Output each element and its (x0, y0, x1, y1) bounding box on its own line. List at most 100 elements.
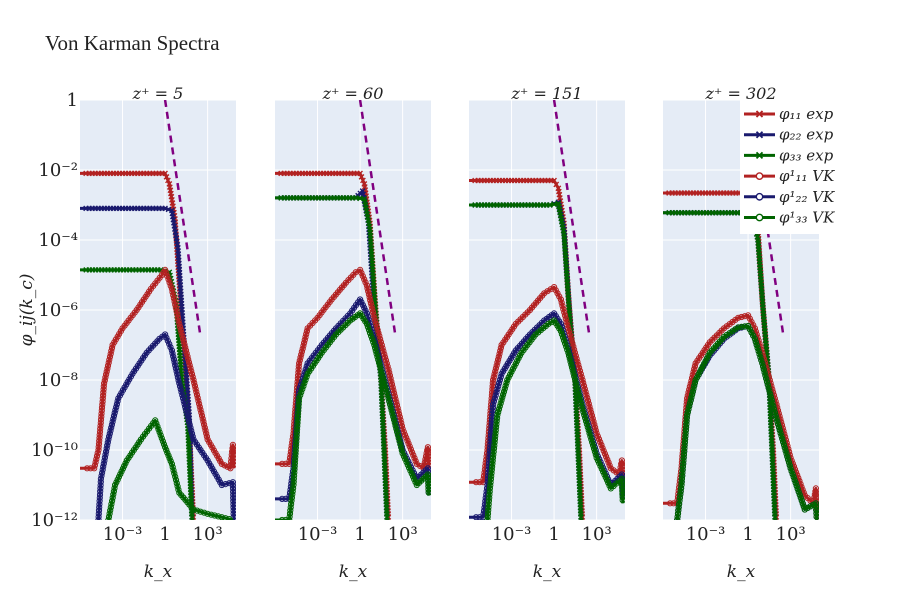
data-point (690, 385, 697, 392)
series-markers (84, 266, 236, 472)
data-point (679, 463, 687, 470)
data-point (376, 332, 383, 340)
data-point (191, 379, 198, 387)
data-point (763, 375, 770, 382)
legend-item[interactable]: φ¹₁₁ VK (744, 167, 835, 185)
data-point (485, 507, 492, 514)
data-point (230, 510, 236, 517)
data-point (174, 374, 181, 381)
data-point (97, 488, 104, 495)
data-point (160, 441, 168, 448)
data-point (222, 515, 229, 520)
data-point (96, 491, 104, 498)
x-tick-label: 10³ (776, 524, 806, 545)
data-point (391, 419, 398, 426)
data-point (171, 359, 178, 366)
data-point (181, 400, 188, 408)
data-point (201, 509, 208, 516)
data-point (493, 418, 500, 425)
data-point (294, 426, 301, 433)
data-point (103, 445, 110, 452)
data-point (492, 427, 499, 434)
legend-item[interactable]: φ₁₁ exp (744, 105, 834, 123)
data-point (476, 479, 483, 486)
data-point (488, 466, 495, 474)
data-point (110, 412, 118, 419)
data-point (408, 470, 415, 477)
x-tick-label: 1 (742, 524, 753, 545)
data-point (404, 437, 411, 444)
data-point (162, 444, 169, 451)
data-point (496, 379, 503, 387)
legend: φ₁₁ exp φ₂₂ exp φ₃₃ exp φ¹₁₁ VK φ¹₂₂ VK φ¹₃₃ … (740, 100, 835, 234)
data-point (389, 384, 396, 391)
data-point (382, 354, 389, 361)
data-point (185, 415, 192, 422)
data-point (366, 329, 374, 337)
data-point (301, 339, 308, 346)
data-point (492, 433, 499, 440)
data-point (164, 449, 171, 456)
data-point (230, 458, 236, 465)
data-point (291, 466, 298, 473)
data-point (384, 363, 391, 370)
data-point (590, 418, 597, 425)
legend-item[interactable]: φ¹₂₂ VK (744, 188, 835, 206)
data-point (170, 292, 177, 299)
data-point (201, 424, 208, 431)
data-point (379, 345, 386, 352)
data-point (590, 442, 597, 449)
data-point (783, 450, 790, 457)
data-point (680, 451, 688, 458)
data-point (383, 389, 390, 396)
data-point (291, 460, 298, 467)
data-point (492, 430, 499, 437)
data-point (480, 479, 487, 486)
data-point (230, 507, 236, 514)
data-point (371, 341, 378, 349)
data-point (168, 460, 175, 467)
data-point (404, 461, 411, 468)
data-point (172, 476, 180, 483)
data-point (173, 480, 180, 487)
legend-item[interactable]: φ₃₃ exp (744, 146, 834, 164)
data-point (773, 415, 780, 422)
y-tick-label: 10⁻⁸ (38, 370, 78, 391)
data-point (365, 291, 372, 298)
data-point (91, 465, 98, 472)
data-point (196, 403, 203, 410)
data-point (489, 379, 496, 387)
data-point (296, 360, 303, 367)
legend-label: φ₃₃ exp (779, 146, 834, 164)
data-point (813, 513, 819, 520)
data-point (501, 385, 508, 392)
data-point (674, 513, 681, 520)
data-point (374, 353, 381, 360)
data-point (589, 439, 596, 446)
data-point (230, 488, 236, 495)
data-point (167, 458, 174, 465)
data-point (176, 320, 183, 327)
data-point (95, 513, 102, 520)
data-point (287, 507, 294, 514)
data-point (425, 483, 431, 490)
data-point (682, 433, 689, 440)
data-point (96, 431, 103, 438)
data-point (159, 438, 166, 445)
legend-item[interactable]: φ₂₂ exp (744, 126, 834, 144)
data-point (385, 366, 392, 373)
data-point (111, 485, 118, 492)
series-line (96, 332, 236, 520)
data-point (96, 497, 103, 505)
legend-label: φ₁₁ exp (779, 105, 834, 123)
data-point (679, 469, 686, 476)
data-point (796, 491, 803, 498)
data-point (587, 433, 594, 440)
data-point (388, 407, 395, 414)
data-point (480, 475, 487, 483)
data-point (584, 394, 591, 401)
data-point (760, 366, 767, 373)
data-point (169, 289, 176, 296)
data-point (394, 431, 401, 439)
legend-item[interactable]: φ¹₃₃ VK (744, 209, 835, 227)
